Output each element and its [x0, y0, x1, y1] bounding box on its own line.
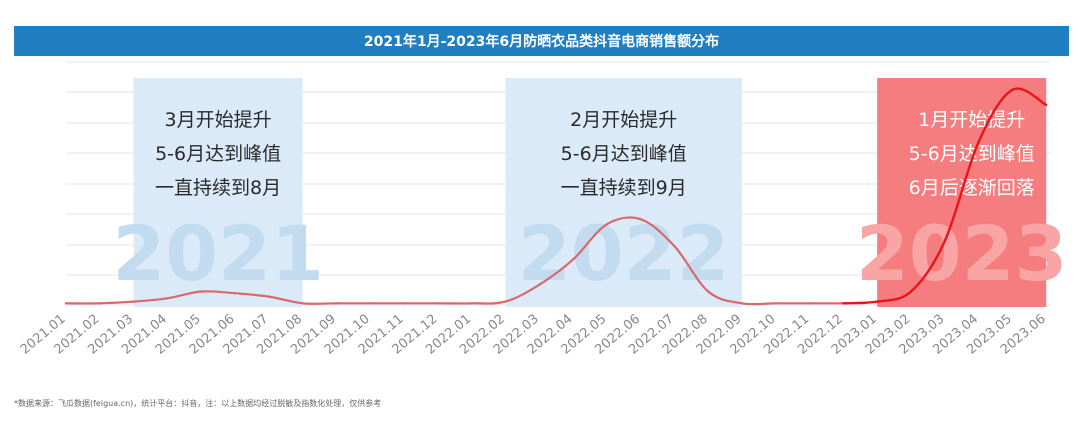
- annotation-2023-line-2: 5-6月达到峰值: [909, 143, 1035, 165]
- data-point-2022.12: [842, 302, 845, 305]
- data-point-2023.01: [876, 300, 879, 303]
- annotation-2022-line-2: 5-6月达到峰值: [561, 143, 687, 165]
- data-point-2022.03: [538, 283, 541, 287]
- data-point-2022.09: [740, 302, 744, 305]
- data-point-2021.05: [200, 290, 203, 293]
- data-point-2022.05: [605, 223, 608, 226]
- watermark-year-2023: 2023: [856, 209, 1068, 298]
- data-point-2021.07: [267, 295, 270, 298]
- chart-title: 2021年1月-2023年6月防晒衣品类抖音电商销售额分布: [14, 26, 1069, 56]
- source-footnote: *数据来源：飞瓜数据(feigua.cn)，统计平台：抖音，注：以上数据均经过脱…: [14, 399, 382, 408]
- data-point-2022.04: [571, 258, 575, 261]
- series-line-2021-2022: [65, 216, 844, 306]
- annotation-2023-line-3: 6月后逐渐回落: [909, 177, 1035, 199]
- data-point-2021.04: [166, 297, 169, 300]
- data-point-2023.04: [977, 140, 980, 144]
- data-point-2021.11: [402, 302, 406, 305]
- data-point-2021.03: [132, 300, 135, 303]
- data-point-2021.01: [64, 302, 68, 305]
- annotation-2021-line-2: 5-6月达到峰值: [155, 143, 281, 165]
- data-point-2023.06: [1045, 103, 1048, 107]
- data-point-2022.10: [774, 302, 777, 305]
- data-point-2022.07: [673, 244, 676, 248]
- data-point-2022.08: [707, 290, 710, 293]
- data-point-2023.03: [943, 239, 946, 243]
- data-point-2021.09: [335, 302, 338, 305]
- data-point-2021.10: [369, 302, 372, 305]
- data-point-2022.01: [470, 302, 473, 305]
- annotation-2021-line-1: 3月开始提升: [165, 109, 272, 131]
- highlight-band-2021: [133, 78, 303, 307]
- data-point-2021.06: [233, 292, 237, 295]
- data-point-2021.08: [301, 302, 304, 305]
- data-point-2022.02: [504, 300, 507, 303]
- watermark-year-2021: 2021: [112, 209, 324, 298]
- data-point-2023.02: [909, 290, 913, 293]
- annotation-2023-line-1: 1月开始提升: [918, 109, 1025, 131]
- data-point-2021.12: [436, 302, 439, 305]
- data-point-2021.02: [98, 302, 102, 305]
- annotation-2021-line-3: 一直持续到8月: [155, 177, 281, 199]
- data-point-2023.05: [1011, 88, 1014, 91]
- data-point-2022.11: [808, 302, 811, 305]
- annotation-2022-line-3: 一直持续到9月: [561, 177, 687, 199]
- data-point-2022.06: [639, 218, 642, 221]
- annotation-2022-line-1: 2月开始提升: [570, 109, 677, 131]
- watermark-year-2022: 2022: [518, 209, 730, 298]
- highlight-band-2022: [505, 78, 742, 307]
